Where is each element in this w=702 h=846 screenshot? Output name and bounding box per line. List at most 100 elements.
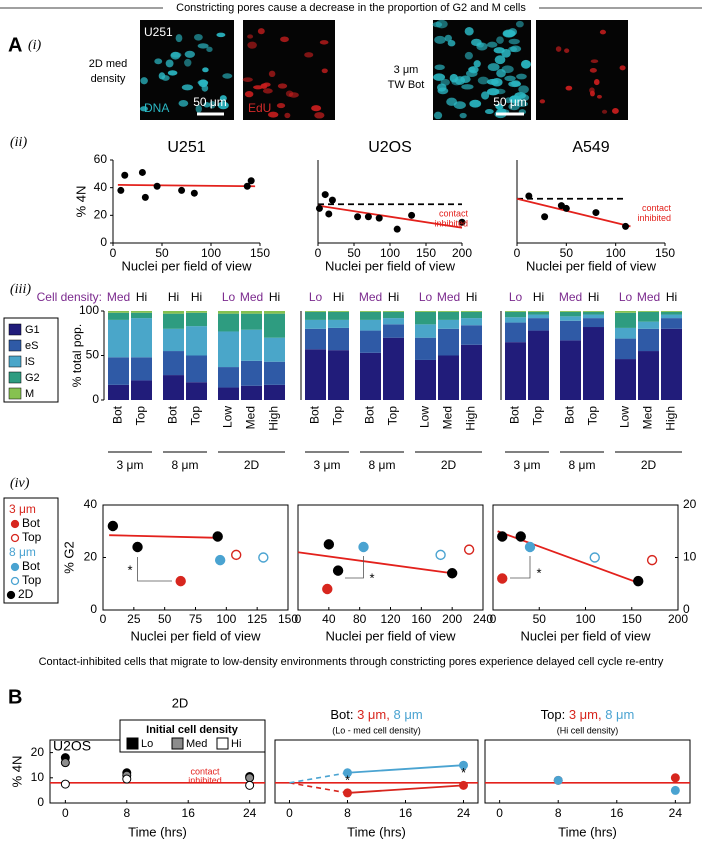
x-axis-label: Nuclei per field of view	[325, 258, 456, 273]
x-tick-label: Top	[386, 406, 400, 426]
group-label: 8 μm	[172, 458, 199, 472]
nucleus	[319, 40, 329, 45]
nucleus	[486, 78, 499, 85]
nucleus	[181, 84, 194, 91]
x-tick-label: Top	[189, 406, 203, 426]
legend-swatch	[8, 387, 22, 400]
density: Hi	[333, 290, 344, 304]
nucleus	[444, 34, 452, 42]
annotation: inhibited	[434, 219, 468, 229]
group-label: 2D	[441, 458, 457, 472]
bar-segment	[661, 314, 682, 319]
nucleus	[508, 46, 518, 52]
title-part: 3 μm,	[357, 707, 390, 722]
nucleus	[285, 90, 294, 97]
y-axis-label: % total pop.	[70, 324, 84, 387]
group-label: 8 μm	[369, 458, 396, 472]
x-tick-label: 0	[315, 246, 322, 260]
bar-segment	[163, 375, 184, 400]
density: Hi	[466, 290, 477, 304]
legend-marker	[10, 576, 20, 586]
annotation: contact	[190, 766, 220, 776]
nucleus	[464, 27, 474, 36]
bar-segment	[661, 311, 682, 312]
nucleus	[459, 112, 467, 119]
legend-marker	[6, 590, 16, 600]
point	[60, 779, 70, 789]
group-label: 2D	[244, 458, 260, 472]
bar-segment	[328, 311, 349, 312]
nucleus	[154, 58, 163, 65]
x-tick-label: High	[664, 406, 678, 431]
section-label: (iii)	[10, 282, 31, 297]
y-tick-label: 0	[90, 602, 97, 616]
point	[325, 210, 333, 218]
bar-segment	[583, 311, 604, 312]
y2-tick-label: 10	[683, 550, 697, 564]
legend-swatch	[8, 339, 22, 352]
nucleus	[465, 69, 478, 78]
point	[364, 213, 372, 221]
nucleus	[193, 33, 203, 41]
point	[230, 549, 242, 561]
bar-segment	[360, 311, 381, 312]
nucleus	[242, 77, 253, 82]
point	[622, 222, 630, 230]
nucleus	[484, 108, 494, 115]
x-tick-label: 120	[380, 612, 400, 626]
point	[646, 554, 658, 566]
nucleus	[464, 51, 473, 60]
point	[670, 773, 680, 783]
x-tick-label: 0	[100, 612, 107, 626]
bar-segment	[661, 328, 682, 400]
legend-swatch	[126, 737, 139, 750]
x-axis-label: Nuclei per field of view	[526, 258, 657, 273]
panel-label: A	[8, 34, 22, 56]
point	[592, 209, 600, 217]
y-tick-label: 0	[100, 235, 107, 249]
nucleus	[510, 95, 520, 103]
nucleus	[280, 36, 289, 43]
bar-segment	[241, 329, 262, 361]
panel-label: B	[8, 686, 22, 708]
fit-line	[297, 551, 453, 575]
bar-segment	[108, 384, 129, 400]
bar-segment	[438, 328, 459, 356]
section-label: (ii)	[10, 135, 27, 150]
nucleus	[508, 80, 522, 88]
legend-label: Bot	[22, 559, 41, 573]
bar-segment	[264, 361, 285, 385]
legend-label: lS	[25, 356, 35, 368]
x-tick-label: Bot	[308, 405, 322, 424]
x-tick-label: 200	[452, 246, 472, 260]
chart-title: A549	[572, 139, 609, 156]
bar-segment	[560, 311, 581, 312]
point	[525, 192, 533, 200]
nucleus	[446, 97, 458, 106]
section-label: (iv)	[10, 476, 30, 491]
x-tick-label: 150	[655, 246, 675, 260]
fit-line	[109, 534, 218, 539]
density: Hi	[136, 290, 147, 304]
legend-label: Bot	[22, 516, 41, 530]
bar-segment	[615, 311, 636, 313]
nucleus	[158, 72, 166, 80]
bar-segment	[241, 313, 262, 330]
nucleus	[203, 102, 211, 108]
legend-label: Hi	[231, 738, 241, 750]
nucleus	[268, 70, 276, 77]
point	[459, 780, 468, 790]
point	[132, 541, 143, 553]
nucleus	[494, 55, 506, 65]
bar-segment	[661, 311, 682, 315]
bar-segment	[438, 319, 459, 329]
fit-line	[516, 197, 631, 228]
x-tick-label: 0	[490, 612, 497, 626]
y-axis-label: % G2	[61, 541, 76, 574]
condition: TW Bot	[388, 79, 425, 91]
chart-label: U2OS	[53, 738, 91, 754]
bar-segment	[305, 328, 326, 350]
nucleus	[284, 112, 291, 119]
